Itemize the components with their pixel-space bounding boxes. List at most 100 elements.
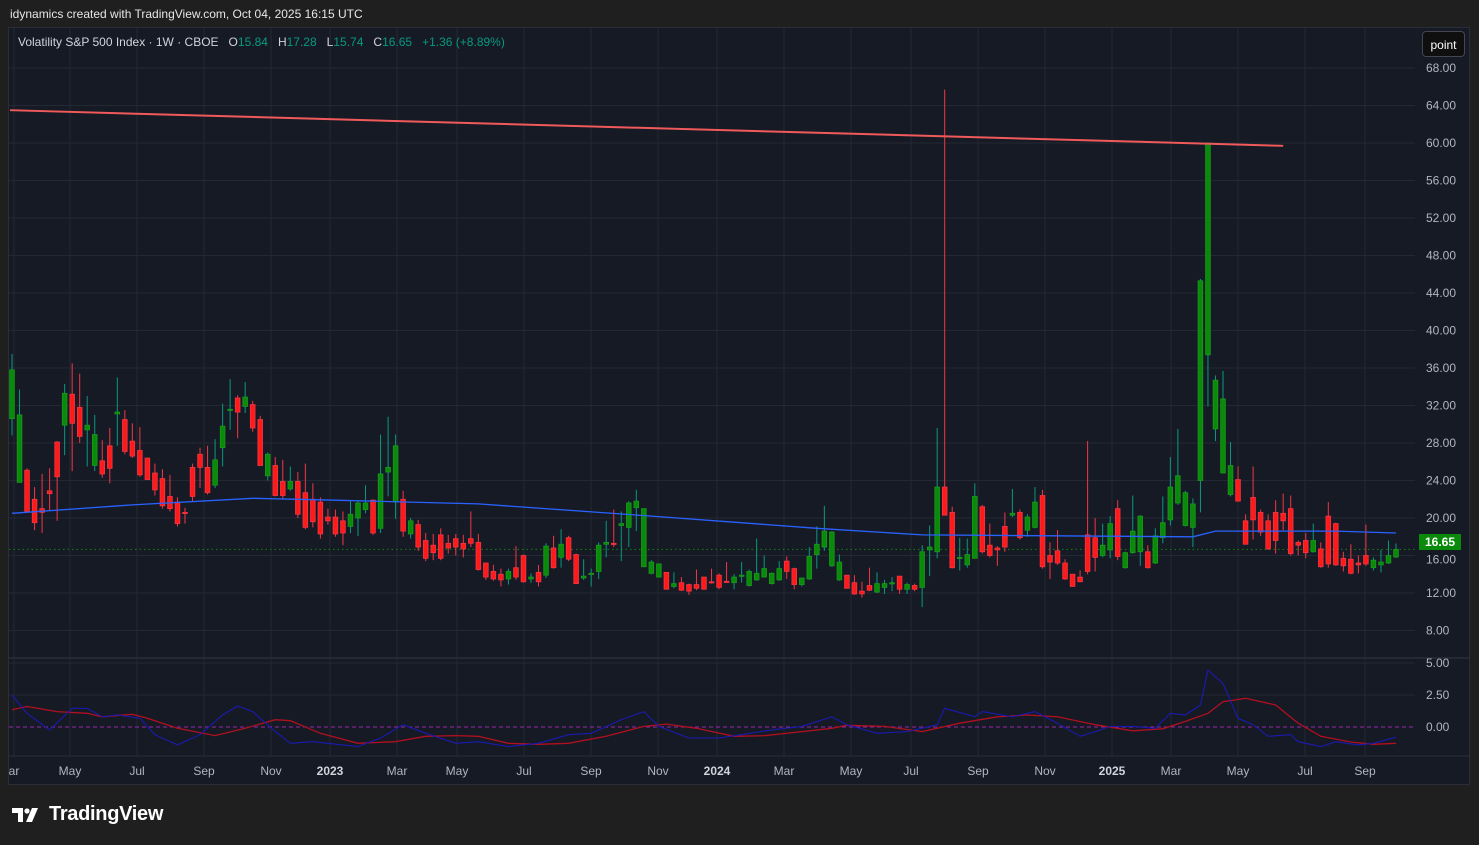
candle [626,501,632,548]
candle [69,363,75,472]
candle [550,535,557,569]
candle [701,576,707,590]
candle [814,526,820,569]
candle [1340,551,1347,572]
candle-body [1227,465,1234,495]
candle-body [1318,548,1324,568]
time-tick-label: Mar [1161,764,1182,778]
grid [9,28,1415,756]
candle [1378,549,1384,573]
price-tick-label: 8.00 [1426,624,1450,638]
candle [1152,528,1159,564]
candle [76,373,83,443]
candle [347,500,354,533]
candle [422,533,429,562]
candle [370,499,376,535]
candle-body [821,530,828,548]
candle-body [904,584,910,590]
candle-body [445,542,451,549]
candle-body [242,396,248,407]
candle [1122,551,1128,569]
candle-body [317,501,324,535]
candle [9,353,15,436]
candle [972,483,978,559]
candle [1145,545,1151,569]
candle [791,567,797,590]
candle-body [565,537,572,560]
low-label: L [326,35,334,49]
candle [648,560,655,575]
candle-body [347,513,354,527]
candle-body [415,524,421,548]
candle [1272,500,1279,554]
candle-body [776,568,782,581]
candle [1197,278,1204,513]
candle-body [829,531,835,567]
candle-body [1340,557,1347,567]
candle-body [460,542,467,550]
candle [911,583,918,592]
candle [979,504,986,554]
candle-body [994,547,1001,551]
candle-body [1250,496,1256,521]
candle [686,583,692,595]
candle-body [468,538,474,544]
candle-body [152,472,158,491]
close-value: 16.65 [382,35,413,49]
candle-body [182,511,188,514]
candle-body [949,511,955,569]
candle-body [1272,511,1279,541]
candle-body [926,546,933,551]
candle-body [881,583,888,588]
point-button[interactable]: point [1422,31,1465,57]
candle [1242,514,1249,545]
candle [588,568,594,587]
time-tick-label: Sep [1354,764,1376,778]
candle-body [129,440,136,457]
candle [272,457,278,497]
candle-body [535,571,542,583]
oscillator-tick-label: 0.00 [1426,720,1450,734]
candle-body [92,434,98,466]
candle [723,562,730,583]
time-tick-label: Sep [580,764,602,778]
candle-body [663,571,670,590]
candle-body [791,568,797,585]
candle-body [295,481,301,515]
candle [994,546,1001,566]
candle-body [325,516,331,522]
candle-body [1099,544,1106,556]
symbol-title[interactable]: Volatility S&P 500 Index · 1W · CBOE [18,35,219,49]
candle-body [498,573,504,581]
candle-body [558,543,564,558]
candle-body [731,576,737,584]
candle-body [407,520,414,535]
candle [618,511,624,562]
candle [746,569,752,587]
candle-body [310,498,316,523]
candle [565,535,572,562]
candle-body [257,419,263,466]
candle [1333,522,1339,566]
candle-body [678,582,685,591]
candle-body [1303,540,1309,554]
price-tick-label: 52.00 [1426,211,1456,225]
candle [234,395,241,439]
candle-body [1257,511,1264,533]
candle-body [287,481,294,490]
candle-body [1363,555,1369,565]
change-value: +1.36 (+8.89%) [422,35,505,49]
candle [528,573,534,583]
candle-body [1235,479,1241,502]
candle-body [1092,537,1098,558]
candle-body [1378,561,1384,566]
tradingview-brand[interactable]: TradingView [12,803,163,826]
price-tick-label: 16.00 [1426,553,1456,567]
candle [580,559,587,580]
candle [678,577,685,592]
candle [257,415,263,466]
brand-name: TradingView [49,803,164,825]
candle-body [1069,573,1076,587]
candle [31,487,38,531]
